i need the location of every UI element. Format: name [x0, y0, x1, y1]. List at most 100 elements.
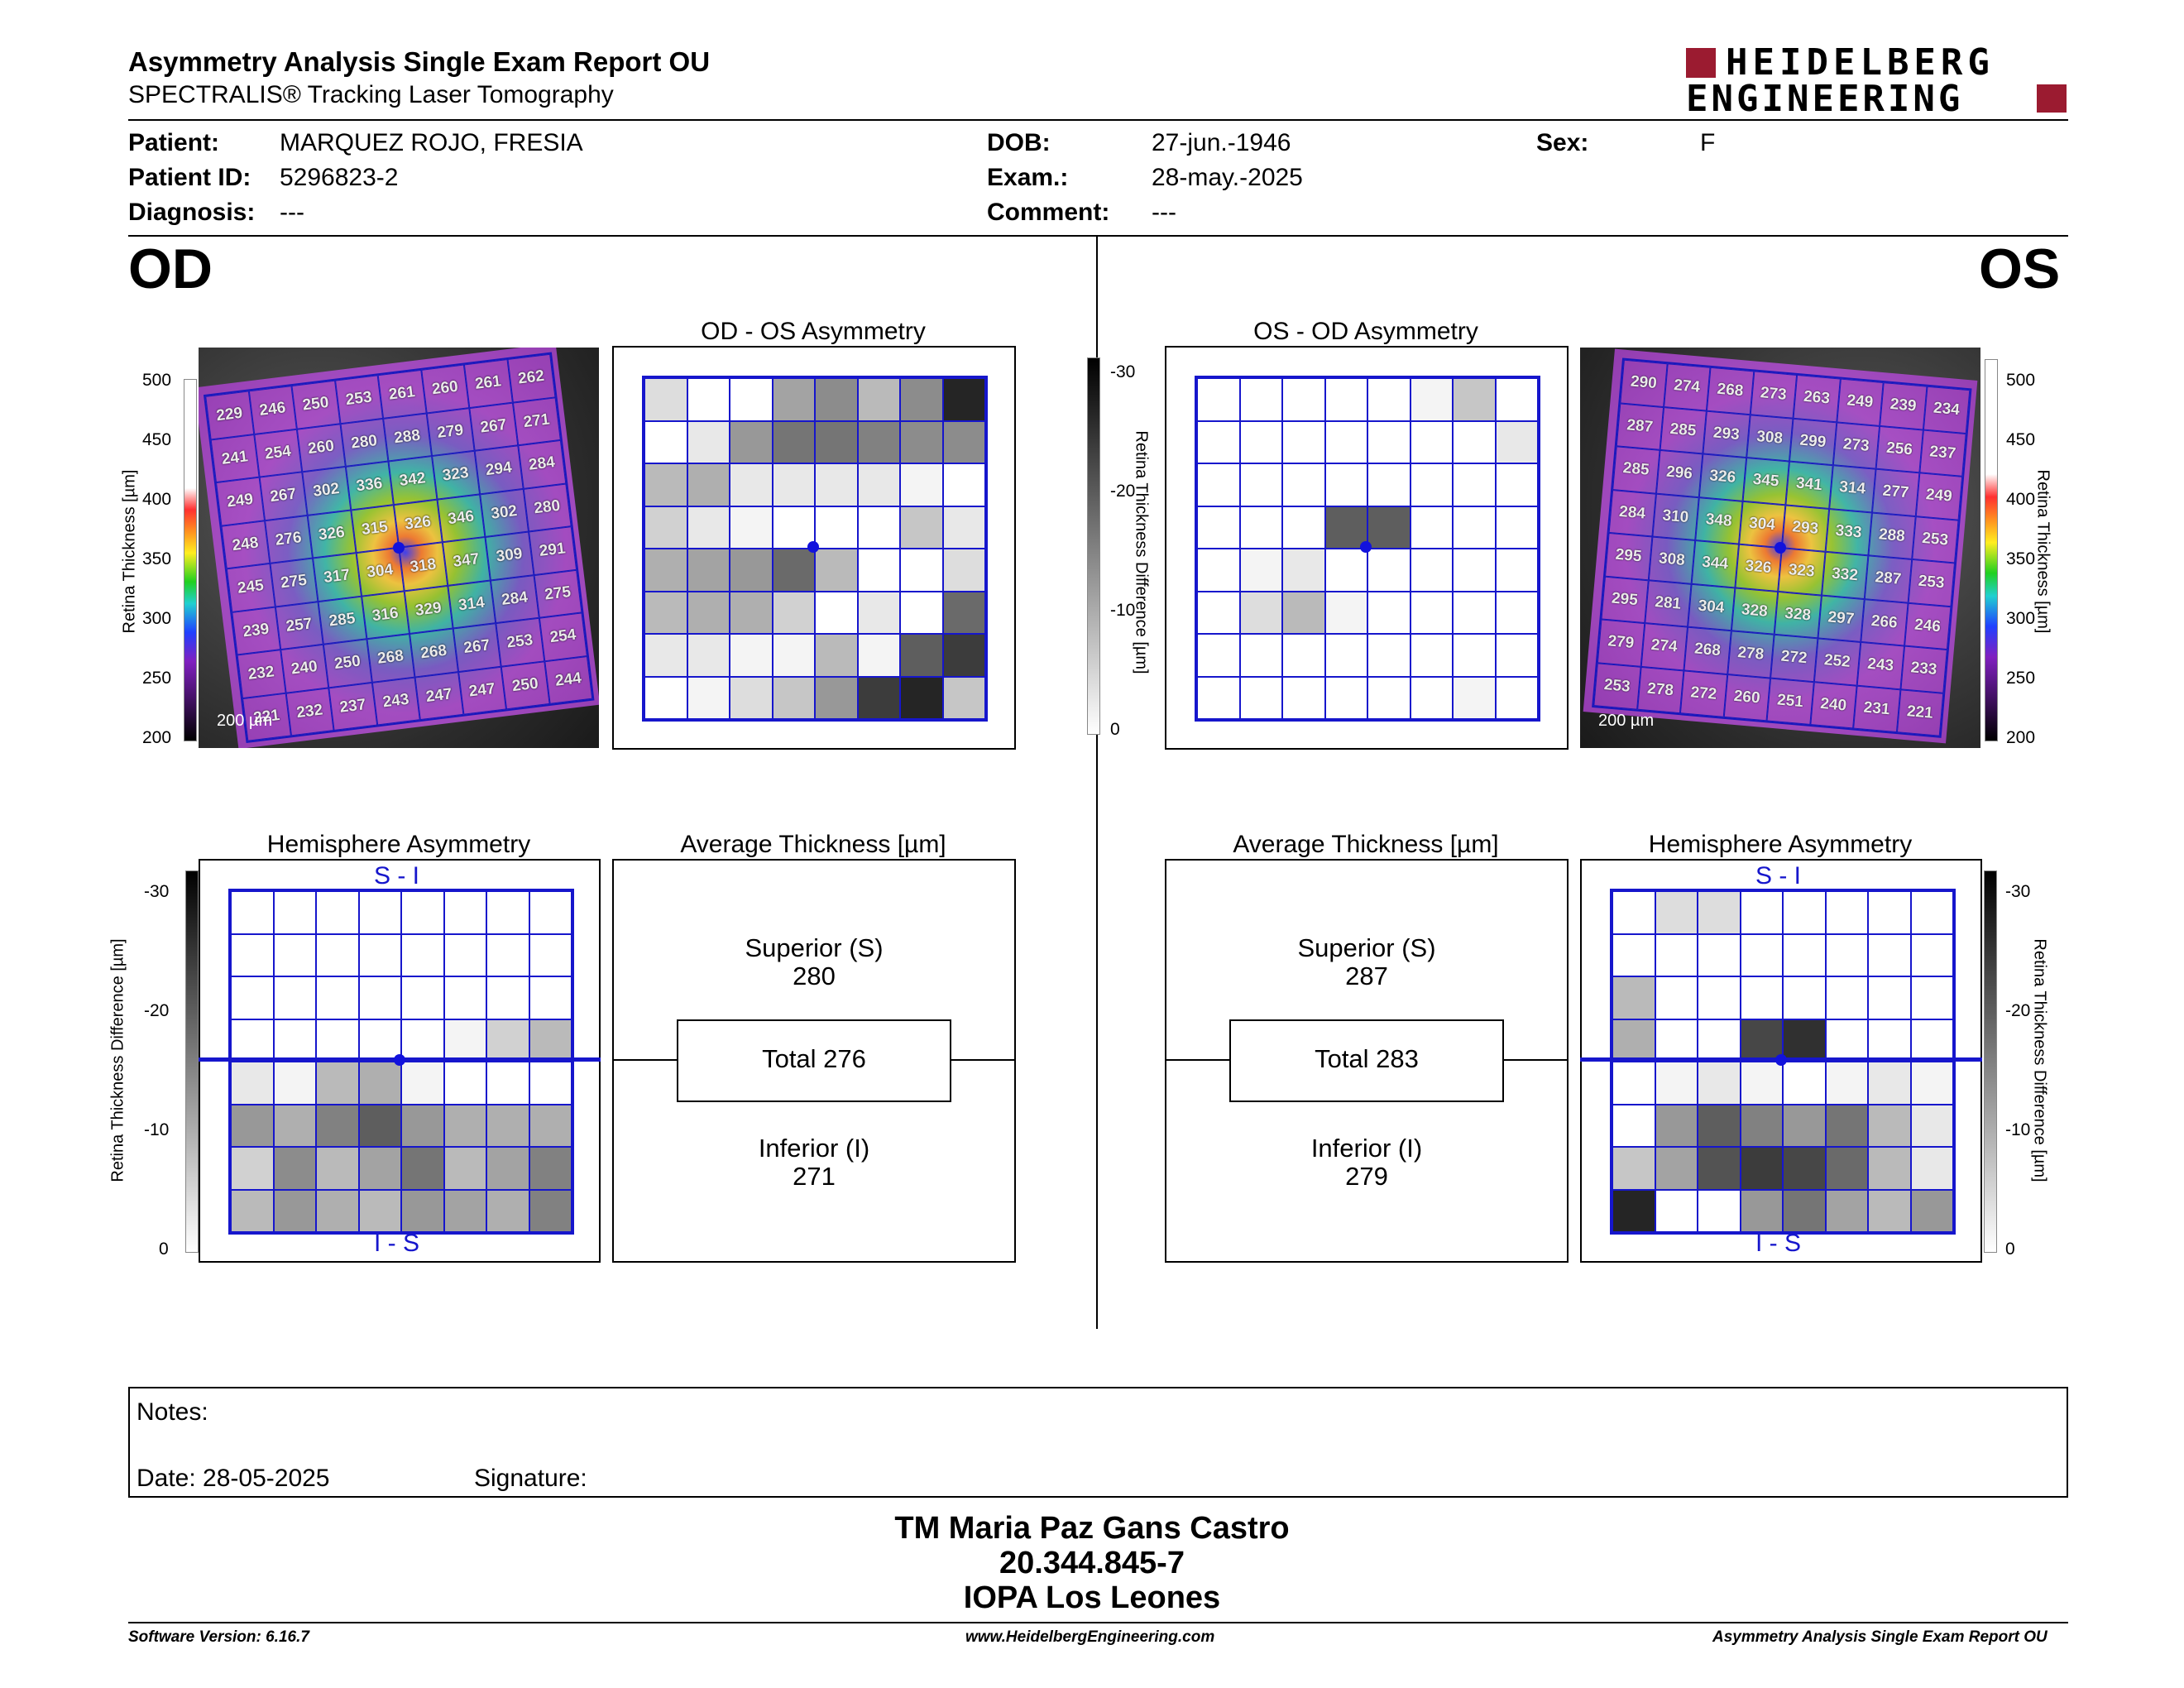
patient-id-label: Patient ID: [128, 164, 251, 191]
asymmetry-cell [900, 634, 943, 677]
asymmetry-cell [857, 634, 900, 677]
hemisphere-cell [1612, 1147, 1655, 1190]
tick: 300 [2006, 609, 2036, 628]
thickness-cell: 314 [1828, 465, 1876, 513]
od-hemisphere-grid [228, 889, 574, 1235]
asymmetry-cell [942, 378, 985, 421]
thickness-cell: 256 [1875, 425, 1923, 473]
thickness-cell: 316 [361, 590, 410, 640]
thickness-cell: 299 [1789, 418, 1837, 466]
hemisphere-cell [1783, 891, 1826, 934]
thickness-cell: 323 [431, 450, 481, 500]
asymmetry-cell [815, 549, 858, 592]
thickness-cell: 295 [1601, 576, 1649, 624]
thickness-cell: 250 [323, 639, 372, 688]
hemisphere-cell [401, 933, 444, 976]
tick: -20 [144, 1001, 170, 1020]
thickness-cell: 293 [1703, 410, 1751, 458]
asymmetry-cell [1410, 420, 1453, 463]
hemisphere-top-label: S - I [374, 862, 420, 890]
asymmetry-cell [730, 549, 773, 592]
thickness-cell: 346 [436, 493, 486, 543]
asymmetry-cell [1239, 676, 1282, 719]
od-inferior-label: Inferior (I) [758, 1134, 870, 1163]
hemisphere-cell [358, 1147, 401, 1190]
hemisphere-cell [1868, 891, 1911, 934]
thickness-cell: 262 [506, 353, 556, 403]
thickness-cell: 277 [1871, 468, 1919, 516]
thickness-cell: 280 [523, 483, 572, 532]
hemisphere-cell [401, 1104, 444, 1147]
asymmetry-cell [1282, 506, 1325, 549]
hemisphere-cell [401, 1062, 444, 1105]
diagnosis-label: Diagnosis: [128, 199, 256, 226]
hemisphere-cell [1910, 1147, 1953, 1190]
od-fundus-image: 229 246 250 253 261 260 261 262 241 254 260 280 288 2… [199, 348, 599, 748]
hemisphere-cell [529, 891, 572, 934]
tick: -10 [1110, 601, 1136, 620]
thickness-cell: 268 [1684, 626, 1731, 674]
asymmetry-cell [1282, 591, 1325, 634]
hemisphere-cell [1868, 1189, 1911, 1232]
thickness-cell: 308 [1648, 536, 1696, 584]
thickness-cell: 328 [1731, 587, 1779, 635]
asymmetry-cell [942, 676, 985, 719]
asymmetry-cell [942, 420, 985, 463]
hemisphere-cell [231, 976, 274, 1019]
date-label: Date: 28-05-2025 [136, 1465, 330, 1492]
thickness-cell: 314 [447, 580, 496, 629]
thickness-cell: 285 [1660, 406, 1707, 454]
thickness-cell: 260 [1723, 674, 1771, 722]
hemisphere-cell [486, 1189, 529, 1232]
hemisphere-cell [1655, 976, 1698, 1019]
hemisphere-cell [486, 933, 529, 976]
asymmetry-cell [644, 378, 687, 421]
od-total: Total 276 [762, 1044, 866, 1073]
tick: -10 [144, 1120, 170, 1139]
thickness-cell: 247 [414, 671, 463, 721]
thickness-cell: 267 [259, 472, 308, 520]
hemisphere-cell [1698, 1147, 1741, 1190]
thickness-cell: 285 [318, 596, 366, 645]
hemisphere-cell [316, 1147, 359, 1190]
asymmetry-cell [1239, 420, 1282, 463]
sex-value: F [1700, 129, 1716, 156]
hemisphere-cell [1825, 976, 1868, 1019]
hemisphere-cell [1825, 1147, 1868, 1190]
tick: 0 [1110, 720, 1120, 739]
thickness-cell: 280 [339, 418, 389, 467]
tick: -10 [2005, 1120, 2031, 1139]
thickness-cell: 267 [453, 623, 501, 672]
hemisphere-cell [316, 1189, 359, 1232]
asymmetry-cell [1197, 549, 1240, 592]
thickness-cell: 348 [1695, 496, 1743, 544]
thickness-cell: 302 [302, 466, 351, 516]
hemisphere-cell [1655, 1189, 1698, 1232]
thickness-cell: 250 [291, 380, 340, 429]
tick: -20 [1110, 482, 1136, 501]
hemisphere-cell [1655, 933, 1698, 976]
asymmetry-cell [772, 463, 815, 506]
notes-box[interactable]: Notes: Date: 28-05-2025 Signature: [128, 1387, 2068, 1498]
patient-name: MARQUEZ ROJO, FRESIA [280, 129, 583, 156]
thickness-cell: 246 [1904, 602, 1952, 650]
logo-text-line1: HEIDELBERG [1726, 41, 1995, 84]
thickness-cell: 243 [1856, 641, 1904, 689]
asymmetry-cell [772, 420, 815, 463]
dob-value: 27-jun.-1946 [1152, 129, 1291, 156]
hemisphere-cell [1910, 976, 1953, 1019]
asymmetry-cell [772, 676, 815, 719]
thickness-cell: 272 [1679, 669, 1727, 717]
comment-value: --- [1152, 199, 1176, 226]
asymmetry-cell [644, 634, 687, 677]
center-divider [1096, 237, 1098, 1329]
hemisphere-cell [1740, 1104, 1783, 1147]
hemisphere-cell [1698, 1062, 1741, 1105]
hemisphere-cell [1783, 1019, 1826, 1062]
thickness-cell: 268 [410, 628, 458, 678]
hemisphere-cell [486, 1147, 529, 1190]
thickness-cell: 284 [1608, 489, 1656, 537]
website-link[interactable]: www.HeidelbergEngineering.com [965, 1628, 1215, 1646]
thickness-cell: 268 [1706, 367, 1754, 415]
hemisphere-cell [316, 933, 359, 976]
